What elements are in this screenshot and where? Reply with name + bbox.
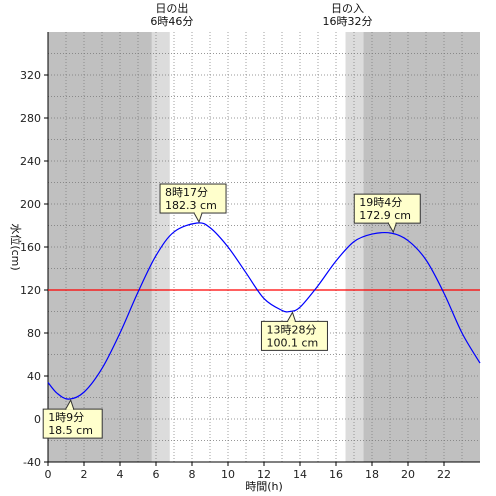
y-tick-label: 160 [20,241,41,254]
sunset-time: 16時32分 [323,15,373,28]
x-tick-label: 14 [293,468,307,481]
annotation-box [159,183,227,214]
x-tick-label: 0 [45,468,52,481]
sunrise-time: 6時46分 [150,15,193,28]
tide-series-line [47,222,481,400]
annotation-time: 1時9分 [48,411,84,424]
y-tick-label: 320 [20,69,41,82]
x-tick-label: 20 [401,468,415,481]
x-axis-ticks: 0 2 4 6 8 10 12 14 16 18 20 22 [45,462,451,481]
annotation-box [353,193,421,224]
x-tick-label: 4 [117,468,124,481]
annotation-value: 172.9 cm [359,209,411,222]
night-band-evening [363,32,480,462]
day-band [169,32,346,462]
annotation-value: 18.5 cm [48,424,93,437]
sunrise-title: 日の出 [155,1,188,15]
x-tick-label: 22 [437,468,451,481]
y-tick-label: 80 [27,327,41,340]
y-tick-label: 240 [20,155,41,168]
x-tick-label: 18 [365,468,379,481]
annotation-time: 8時17分 [165,186,208,199]
day-night-bands [48,32,480,462]
x-tick-label: 16 [329,468,343,481]
annotation-time: 19時4分 [359,196,402,209]
x-tick-label: 6 [153,468,160,481]
sunset-title: 日の入 [331,2,364,15]
annotation-box [42,408,103,439]
annotation-value: 182.3 cm [165,199,217,212]
y-tick-label: 280 [20,112,41,125]
x-tick-label: 10 [221,468,235,481]
x-tick-label: 12 [257,468,271,481]
annotation-time: 13時28分 [266,323,316,336]
x-tick-label: 8 [189,468,196,481]
x-axis-label: 時間(h) [245,480,283,493]
y-tick-label: -40 [23,456,41,469]
y-tick-label: 0 [34,413,41,426]
y-tick-label: 120 [20,284,41,297]
y-tick-label: 40 [27,370,41,383]
series-group [47,222,481,400]
x-tick-label: 2 [81,468,88,481]
annotation-box [260,320,328,351]
annotation-value: 100.1 cm [266,336,318,349]
y-axis-ticks: -40 0 40 80 120 160 200 240 280 320 [20,69,48,469]
y-axis-label: 水位(cm) [9,223,23,270]
y-tick-label: 200 [20,198,41,211]
